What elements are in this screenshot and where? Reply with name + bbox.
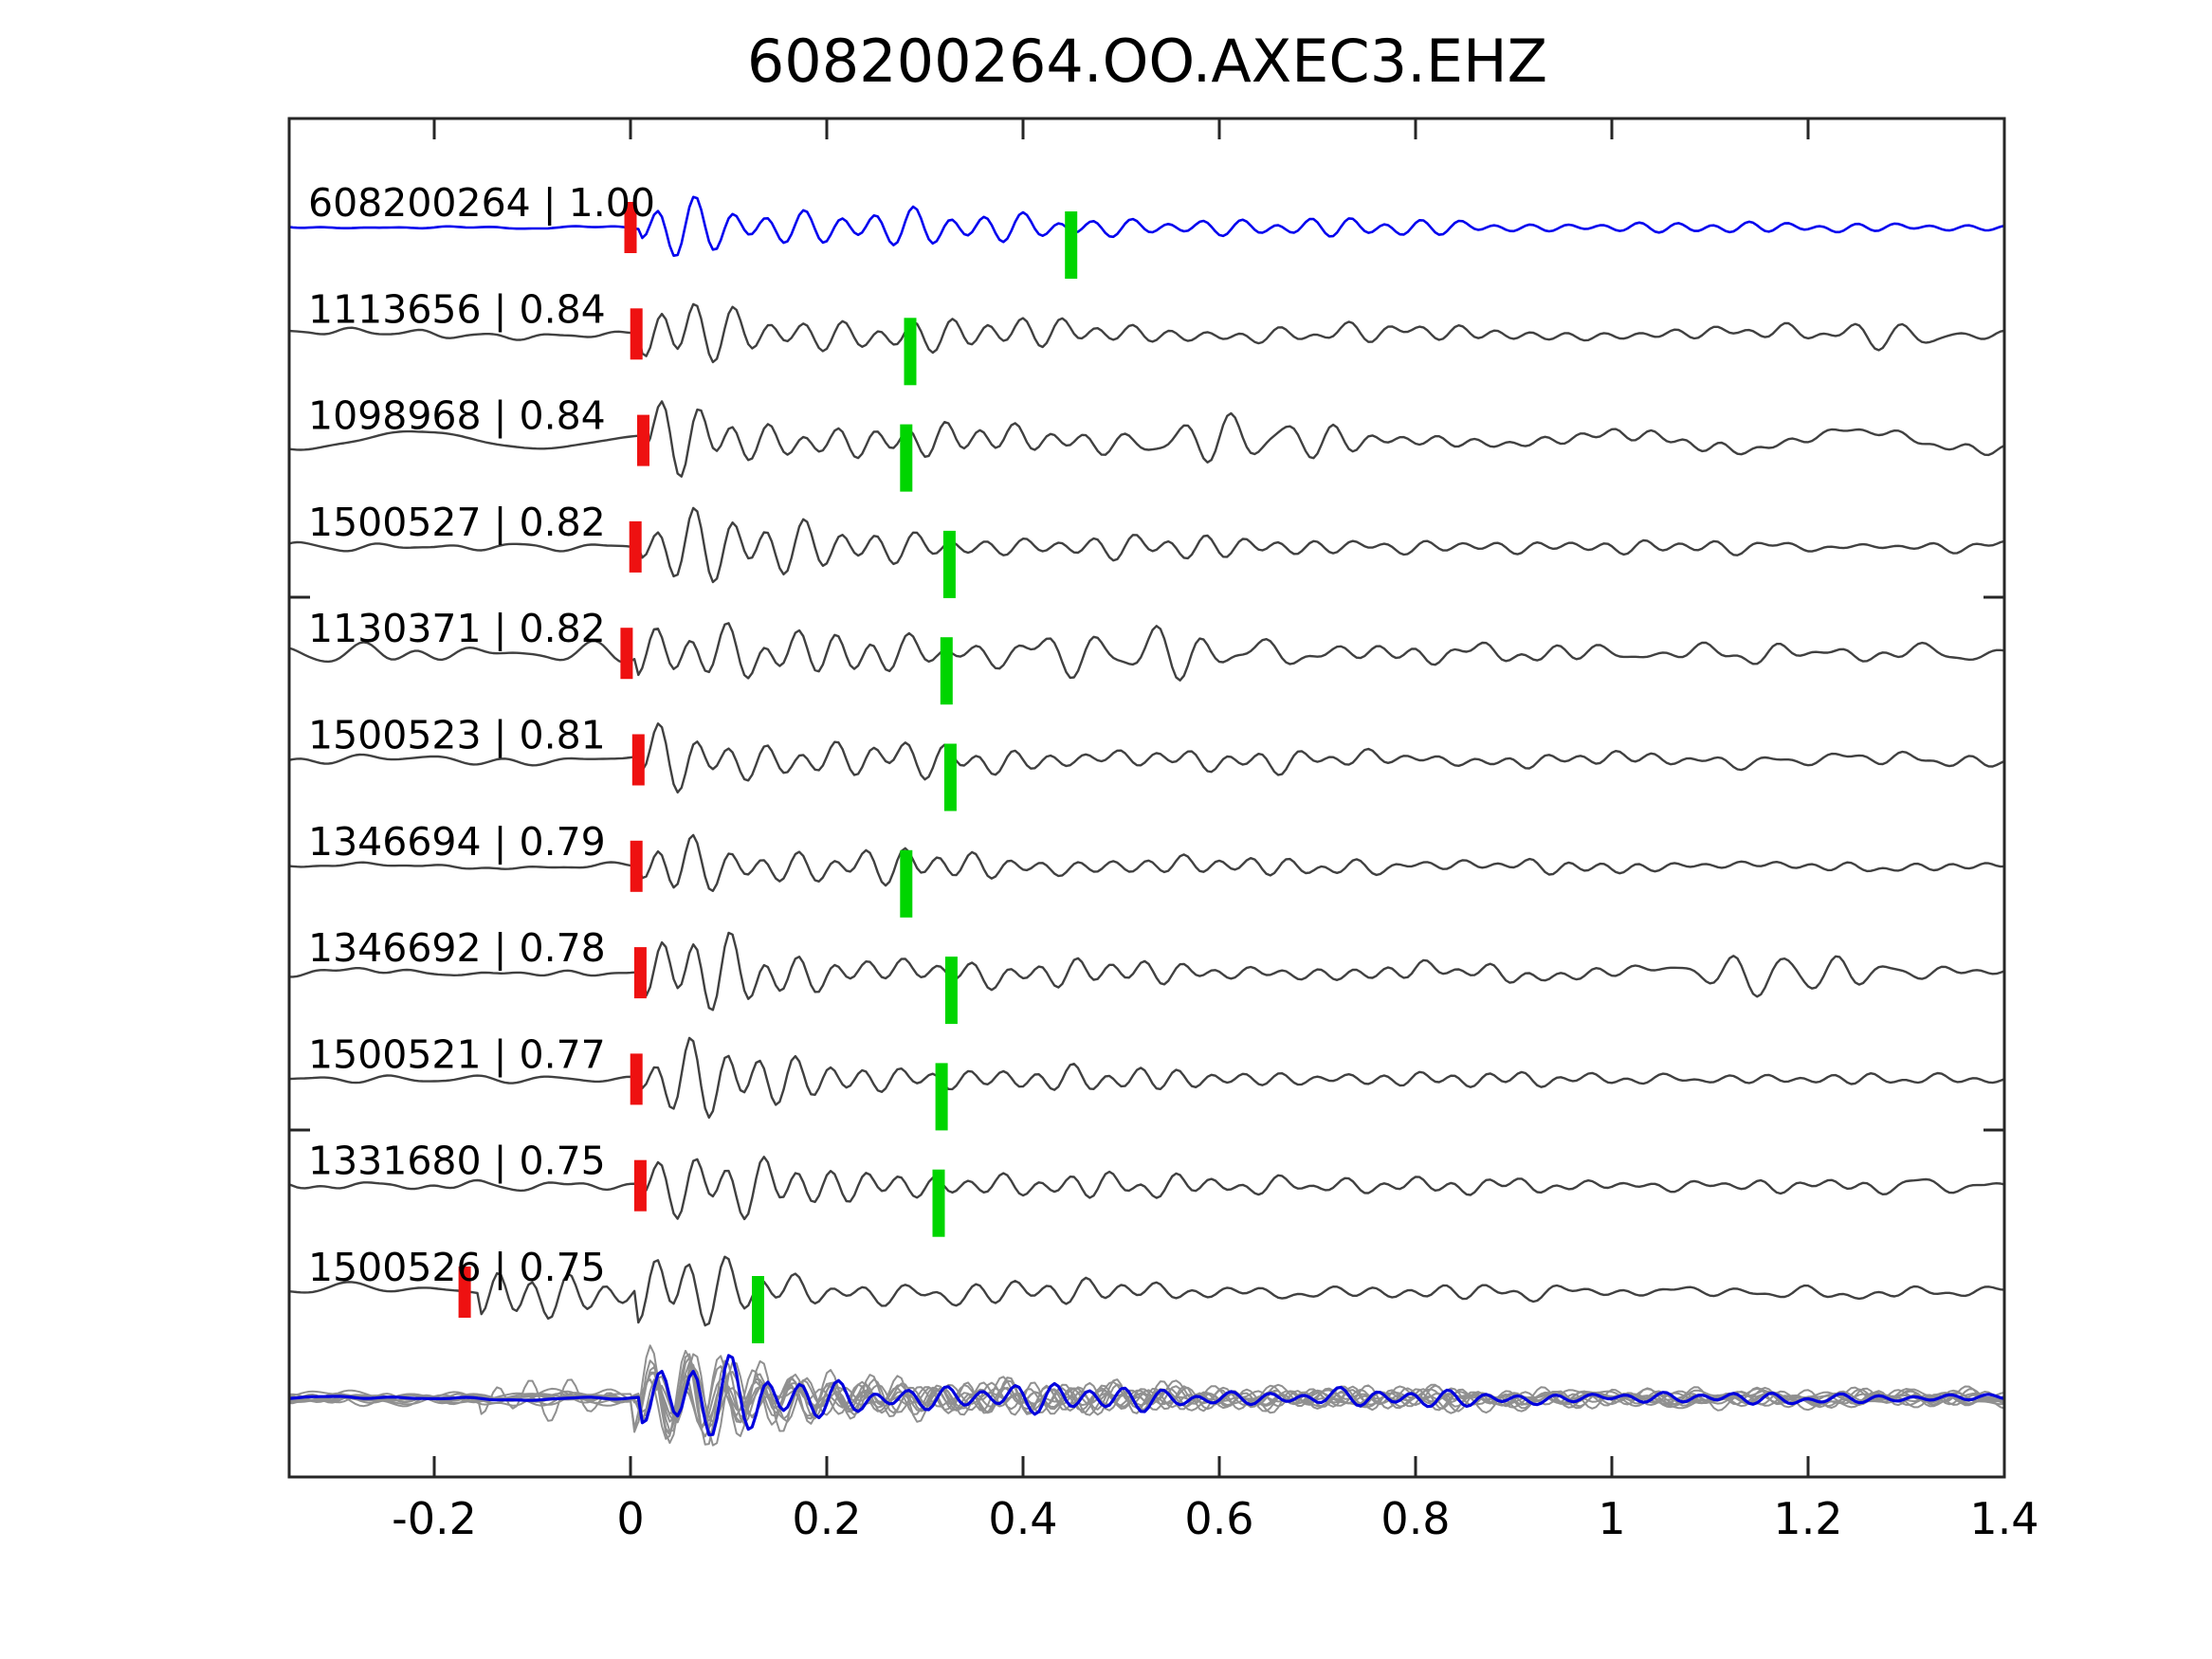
pick-marker-red — [630, 1053, 643, 1105]
x-tick-label: 0.6 — [1184, 1493, 1253, 1544]
pick-marker-red — [630, 308, 643, 360]
pick-marker-green — [900, 849, 913, 918]
trace-waveform — [289, 195, 2004, 258]
pick-marker-green — [1065, 211, 1078, 279]
trace-row — [289, 931, 2004, 1012]
trace-label: 1500526 | 0.75 — [308, 1245, 606, 1290]
x-tick-label: 1 — [1598, 1493, 1625, 1544]
trace-label: 1331680 | 0.75 — [308, 1139, 606, 1184]
x-tick-label: -0.2 — [392, 1493, 477, 1544]
trace-label: 1346692 | 0.78 — [308, 925, 606, 971]
trace-row — [289, 1036, 2004, 1120]
trace-label: 1500523 | 0.81 — [308, 713, 606, 758]
pick-marker-red — [637, 414, 649, 466]
trace-row — [289, 1156, 2004, 1221]
trace-row — [289, 195, 2004, 258]
trace-row — [289, 400, 2004, 478]
trace-waveform — [289, 1255, 2004, 1327]
pick-marker-red — [458, 1267, 471, 1318]
stack-highlight-waveform — [289, 1354, 2004, 1437]
trace-row — [289, 622, 2004, 682]
trace-waveform — [289, 722, 2004, 794]
axis-frame — [287, 117, 2006, 1479]
trace-waveform — [289, 1156, 2004, 1221]
trace-waveform — [289, 622, 2004, 682]
x-tick-label: 0.8 — [1380, 1493, 1450, 1544]
pick-marker-green — [752, 1276, 764, 1343]
trace-label: 1500521 | 0.77 — [308, 1031, 606, 1077]
x-tick-label: 1.2 — [1773, 1493, 1842, 1544]
trace-waveform — [289, 1036, 2004, 1120]
pick-marker-green — [940, 637, 953, 705]
trace-waveform — [289, 302, 2004, 364]
pick-marker-red — [633, 1159, 647, 1212]
pick-marker-green — [942, 530, 956, 598]
pick-marker-green — [904, 318, 917, 386]
trace-label: 1500527 | 0.82 — [308, 500, 606, 545]
pick-marker-green — [935, 1063, 948, 1131]
x-tick-label: 1.4 — [1969, 1493, 2038, 1544]
trace-row — [289, 722, 2004, 794]
trace-waveform — [289, 400, 2004, 478]
x-tick-label: 0 — [616, 1493, 644, 1544]
trace-row — [289, 506, 2004, 584]
trace-label: 1098968 | 0.84 — [308, 393, 606, 439]
pick-marker-red — [633, 947, 647, 999]
stack-overlay — [289, 1344, 2004, 1447]
trace-label: 1346694 | 0.79 — [308, 819, 606, 865]
plot-title: 608200264.OO.AXEC3.EHZ — [747, 27, 1547, 96]
trace-row — [289, 833, 2004, 892]
trace-label: 608200264 | 1.00 — [308, 180, 655, 226]
trace-row — [289, 302, 2004, 364]
pick-marker-green — [900, 424, 913, 492]
pick-marker-green — [944, 957, 958, 1025]
trace-waveform — [289, 506, 2004, 584]
x-tick-label: 0.2 — [792, 1493, 861, 1544]
pick-marker-red — [629, 520, 642, 573]
trace-label: 1113656 | 0.84 — [308, 286, 606, 332]
pick-marker-red — [631, 734, 645, 786]
trace-waveform — [289, 931, 2004, 1012]
pick-marker-green — [932, 1169, 945, 1237]
stack-member-waveform — [289, 1353, 2004, 1446]
x-tick-label: 0.4 — [988, 1493, 1057, 1544]
pick-marker-green — [943, 743, 957, 811]
trace-waveform — [289, 833, 2004, 892]
pick-marker-red — [630, 840, 643, 892]
pick-marker-red — [624, 202, 637, 253]
stack-member-waveform — [289, 1359, 2004, 1432]
trace-label: 1130371 | 0.82 — [308, 606, 606, 651]
trace-row — [289, 1255, 2004, 1327]
pick-marker-red — [620, 628, 633, 680]
